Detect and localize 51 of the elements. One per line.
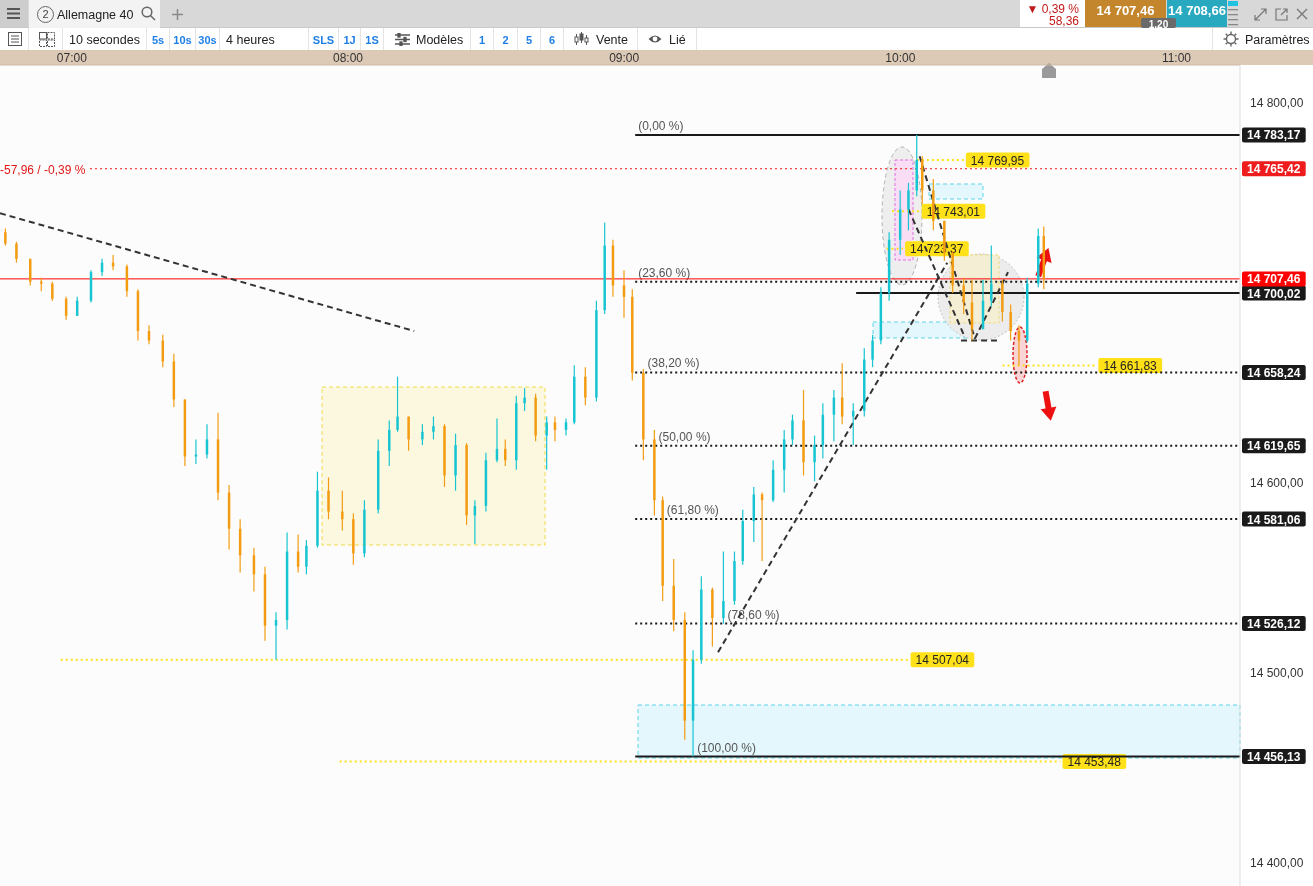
text: 5s xyxy=(151,34,165,46)
text: 58,36 xyxy=(1048,14,1079,28)
x-tick-label: 11:00 xyxy=(1161,51,1192,65)
text: Lié xyxy=(669,33,686,47)
series-label: (38,20 %) xyxy=(647,356,700,371)
text: 30s xyxy=(198,34,217,46)
series-label: (61,80 %) xyxy=(666,503,719,518)
text: ▼ 0,39 % xyxy=(1026,2,1079,16)
x-tick-label: 07:00 xyxy=(56,51,88,65)
ref-line-label: 14 707,46 xyxy=(1247,272,1301,287)
text: SLS xyxy=(312,34,335,46)
text: Vente xyxy=(596,33,628,47)
text: 2 xyxy=(502,34,509,46)
text: 1J xyxy=(343,34,356,46)
data-label: 14 526,12 xyxy=(1247,617,1301,632)
series-label: (0,00 %) xyxy=(638,118,684,133)
data-label: 14 581,06 xyxy=(1247,512,1301,527)
price-box: 14 708,66 xyxy=(1167,0,1227,27)
annotation: -57,96 / -0,39 % xyxy=(0,162,86,177)
ref-line-label: 14 765,42 xyxy=(1247,162,1301,177)
data-label: 14 700,02 xyxy=(1247,286,1301,301)
data-label: 14 661,83 xyxy=(1103,359,1158,374)
text: 5 xyxy=(525,34,533,46)
text: 1S xyxy=(365,34,379,46)
text: 1,20 xyxy=(1148,19,1169,30)
data-label: 14 658,24 xyxy=(1247,365,1301,380)
chart-title: Allemagne 40 xyxy=(57,8,134,22)
text: 10s xyxy=(173,34,192,46)
x-tick-label: 08:00 xyxy=(332,51,364,65)
series-label: (23,60 %) xyxy=(638,265,691,280)
y-tick-label: 14 800,00 xyxy=(1250,96,1304,111)
text: 10 secondes xyxy=(69,33,140,47)
text: 1 xyxy=(478,34,486,46)
data-label: 14 453,48 xyxy=(1067,755,1122,770)
y-tick-label: 14 500,00 xyxy=(1250,666,1304,681)
text: Paramètres xyxy=(1245,33,1310,47)
data-label: 14 619,65 xyxy=(1247,439,1301,454)
series-label: (100,00 %) xyxy=(697,740,756,755)
y-tick-label: 14 600,00 xyxy=(1250,476,1304,491)
data-label: 14 507,04 xyxy=(915,653,970,668)
data-label: 14 783,17 xyxy=(1247,128,1301,143)
text: Modèles xyxy=(416,33,464,47)
y-tick-label: 14 400,00 xyxy=(1250,856,1304,871)
x-tick-label: 10:00 xyxy=(885,51,916,65)
data-label: 14 769,95 xyxy=(970,153,1025,168)
data-label: 14 456,13 xyxy=(1247,750,1301,765)
text: 2 xyxy=(37,6,54,23)
series-label: (50,00 %) xyxy=(658,429,711,444)
text: 4 heures xyxy=(226,33,275,47)
text: 6 xyxy=(548,34,556,46)
x-tick-label: 09:00 xyxy=(609,51,640,65)
